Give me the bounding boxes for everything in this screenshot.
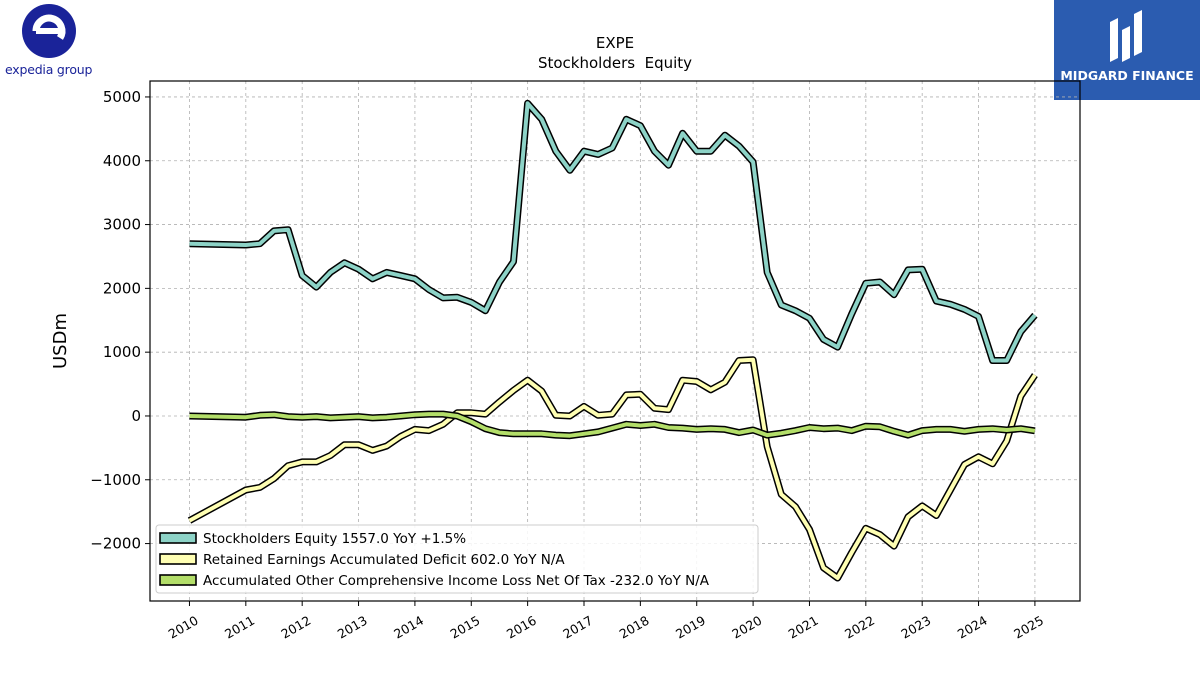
- chart-subtitle: Stockholders Equity: [538, 54, 692, 72]
- accumulated-oci-series: [189, 410, 1036, 440]
- y-tick-label: 1000: [103, 343, 141, 361]
- x-tick-label: 2012: [278, 613, 313, 642]
- y-tick-label: 3000: [103, 216, 141, 234]
- x-tick-label: 2010: [166, 613, 201, 642]
- retained-earnings-line: [188, 357, 1037, 580]
- midgard-finance-mark-icon: [1110, 10, 1142, 62]
- expedia-e-icon: [22, 4, 76, 58]
- legend-box: [155, 524, 759, 594]
- midgard-finance-logo: MIDGARD FINANCE: [1054, 0, 1200, 100]
- x-tick-label: 2011: [222, 613, 257, 642]
- plot-frame: [149, 80, 1081, 602]
- y-tick-label: 0: [131, 407, 141, 425]
- retained-earnings-legend-label: Retained Earnings Accumulated Deficit 60…: [203, 552, 565, 568]
- accumulated-oci-legend-label: Accumulated Other Comprehensive Income L…: [203, 573, 710, 589]
- midgard-finance-logo-text: MIDGARD FINANCE: [1060, 68, 1194, 83]
- expedia-group-logo-text: expedia group: [5, 62, 93, 77]
- chart-title: EXPE: [596, 34, 634, 52]
- x-tick-label: 2017: [560, 613, 595, 642]
- y-tick-label: 2000: [103, 279, 141, 297]
- accumulated-oci-line: [189, 412, 1036, 438]
- stockholders-equity-series: [189, 99, 1038, 364]
- x-tick-label: 2025: [1011, 613, 1046, 642]
- accumulated-oci-legend-swatch: [159, 574, 197, 586]
- x-tick-label: 2020: [729, 613, 764, 642]
- stockholders-equity-line-outline: [189, 99, 1038, 364]
- y-tick-label: −2000: [90, 535, 141, 553]
- expedia-group-logo: expedia group: [0, 0, 100, 80]
- stockholders-equity-line: [189, 101, 1037, 363]
- y-axis-label: USDm: [50, 313, 71, 369]
- x-tick-label: 2024: [955, 613, 990, 642]
- y-tick-label: −1000: [90, 471, 141, 489]
- x-tick-label: 2023: [898, 613, 933, 642]
- x-tick-label: 2019: [673, 613, 708, 642]
- y-tick-label: 5000: [103, 88, 141, 106]
- retained-earnings-series: [187, 356, 1038, 582]
- retained-earnings-legend-swatch: [159, 553, 197, 565]
- x-tick-label: 2016: [504, 613, 539, 642]
- x-tick-label: 2014: [391, 613, 426, 642]
- x-tick-label: 2022: [842, 613, 877, 642]
- x-tick-label: 2015: [447, 613, 482, 642]
- stockholders-equity-legend-swatch: [159, 532, 197, 544]
- x-tick-label: 2021: [786, 613, 821, 642]
- stockholders-equity-legend-label: Stockholders Equity 1557.0 YoY +1.5%: [203, 531, 466, 547]
- y-tick-label: 4000: [103, 152, 141, 170]
- x-tick-label: 2013: [335, 613, 370, 642]
- x-tick-label: 2018: [617, 613, 652, 642]
